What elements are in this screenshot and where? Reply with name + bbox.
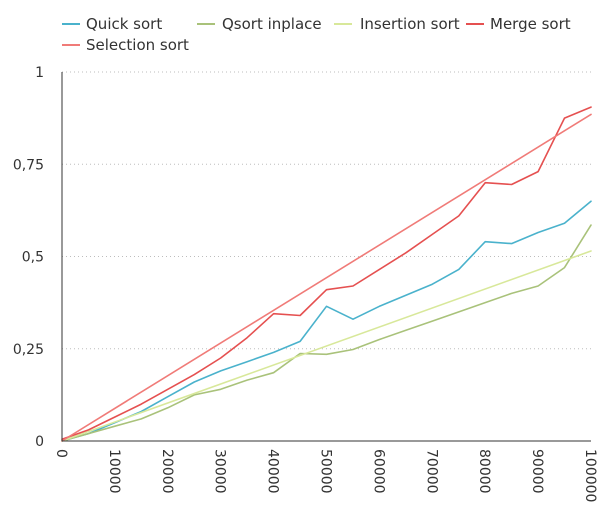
y-tick-label: 0,25 [13,342,44,358]
legend-label-selection-sort: Selection sort [86,36,189,54]
legend-entry-selection-sort: Selection sort [62,36,189,54]
x-tick-label: 20000 [159,449,175,494]
y-axis-ticks: 0 0,25 0,5 0,75 1 [13,65,44,450]
legend-label-qsort-inplace: Qsort inplace [222,15,322,33]
series-line-selection-sort [61,113,592,442]
legend-entry-quick-sort: Quick sort [62,15,162,33]
y-tick-label: 0 [35,434,44,450]
y-tick-label: 0,5 [22,250,44,266]
x-tick-label: 70000 [423,449,439,494]
plot-area [61,106,592,442]
y-tick-label: 1 [35,65,44,81]
y-tick-label: 0,75 [13,157,44,173]
x-tick-label: 30000 [212,449,228,494]
series-line-qsort-inplace [61,224,592,442]
legend: Quick sort Qsort inplace Insertion sort … [62,15,571,54]
x-tick-label: 10000 [106,449,122,494]
legend-entry-insertion-sort: Insertion sort [334,15,460,33]
x-tick-label: 100000 [582,449,598,502]
gridlines [62,71,591,350]
legend-label-merge-sort: Merge sort [490,15,571,33]
legend-entry-qsort-inplace: Qsort inplace [197,15,322,33]
series-line-quick-sort [61,200,592,442]
axes [61,72,591,442]
x-tick-label: 50000 [318,449,334,494]
x-tick-label: 60000 [370,449,386,494]
x-axis-ticks: 0 10000 20000 30000 40000 50000 60000 70000 8000… [53,449,598,502]
x-tick-label: 0 [53,449,69,458]
x-tick-label: 80000 [476,449,492,494]
legend-label-quick-sort: Quick sort [86,15,162,33]
x-tick-label: 90000 [529,449,545,494]
x-tick-label: 40000 [265,449,281,494]
series-line-insertion-sort [61,250,592,442]
series-line-merge-sort [61,106,592,441]
legend-entry-merge-sort: Merge sort [466,15,571,33]
legend-label-insertion-sort: Insertion sort [360,15,460,33]
